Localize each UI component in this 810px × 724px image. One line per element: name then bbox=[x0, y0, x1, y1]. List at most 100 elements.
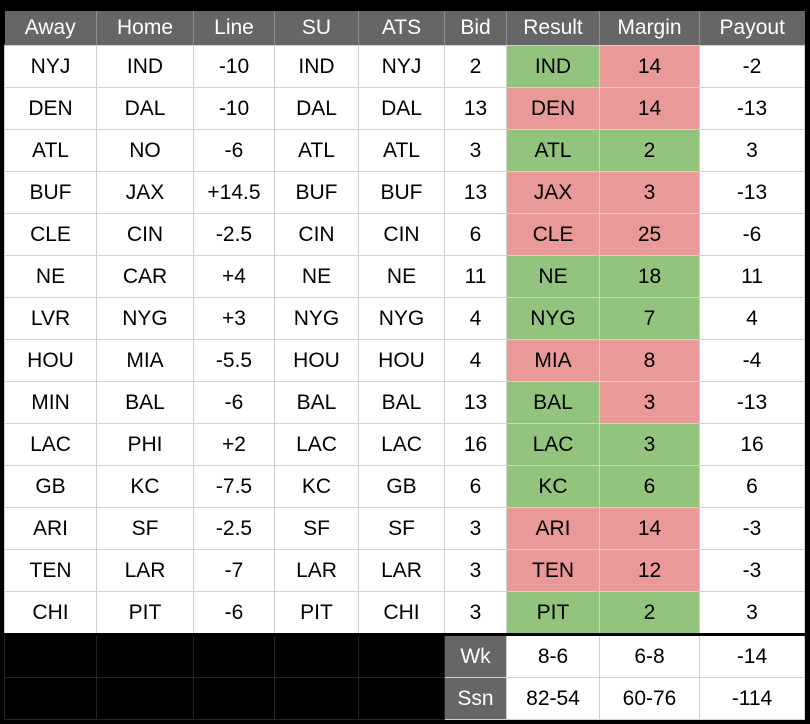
away-cell[interactable]: ARI bbox=[4, 507, 97, 550]
margin-cell[interactable]: 14 bbox=[599, 45, 700, 88]
margin-cell[interactable]: 3 bbox=[599, 381, 700, 424]
empty-cell[interactable] bbox=[4, 677, 97, 720]
line-cell[interactable]: -10 bbox=[193, 45, 275, 88]
week-payout-cell[interactable]: -14 bbox=[699, 633, 805, 678]
bid-cell[interactable]: 11 bbox=[444, 255, 507, 298]
bid-cell[interactable]: 3 bbox=[444, 507, 507, 550]
line-cell[interactable]: -10 bbox=[193, 87, 275, 130]
line-cell[interactable]: -2.5 bbox=[193, 213, 275, 256]
bid-cell[interactable]: 16 bbox=[444, 423, 507, 466]
away-cell[interactable]: BUF bbox=[4, 171, 97, 214]
payout-cell[interactable]: 3 bbox=[699, 591, 805, 635]
result-cell[interactable]: NYG bbox=[506, 297, 600, 340]
ats-cell[interactable]: NE bbox=[358, 255, 445, 298]
away-cell[interactable]: CHI bbox=[4, 591, 97, 635]
week-label-cell[interactable]: Wk bbox=[444, 633, 507, 678]
home-cell[interactable]: PHI bbox=[96, 423, 194, 466]
empty-cell[interactable] bbox=[4, 633, 97, 678]
result-cell[interactable]: PIT bbox=[506, 591, 600, 635]
empty-cell[interactable] bbox=[193, 677, 275, 720]
empty-cell[interactable] bbox=[274, 633, 359, 678]
result-cell[interactable]: ATL bbox=[506, 129, 600, 172]
empty-cell[interactable] bbox=[193, 633, 275, 678]
margin-cell[interactable]: 7 bbox=[599, 297, 700, 340]
ats-cell[interactable]: GB bbox=[358, 465, 445, 508]
line-cell[interactable]: -7 bbox=[193, 549, 275, 592]
home-cell[interactable]: IND bbox=[96, 45, 194, 88]
result-cell[interactable]: NE bbox=[506, 255, 600, 298]
bid-cell[interactable]: 4 bbox=[444, 297, 507, 340]
home-cell[interactable]: KC bbox=[96, 465, 194, 508]
result-cell[interactable]: BAL bbox=[506, 381, 600, 424]
su-cell[interactable]: BUF bbox=[274, 171, 359, 214]
away-cell[interactable]: LVR bbox=[4, 297, 97, 340]
payout-cell[interactable]: -13 bbox=[699, 381, 805, 424]
payout-cell[interactable]: -2 bbox=[699, 45, 805, 88]
margin-cell[interactable]: 25 bbox=[599, 213, 700, 256]
line-cell[interactable]: -5.5 bbox=[193, 339, 275, 382]
payout-cell[interactable]: -13 bbox=[699, 87, 805, 130]
payout-cell[interactable]: -3 bbox=[699, 549, 805, 592]
margin-cell[interactable]: 8 bbox=[599, 339, 700, 382]
empty-cell[interactable] bbox=[96, 633, 194, 678]
column-header-payout[interactable]: Payout bbox=[699, 11, 805, 46]
result-cell[interactable]: CLE bbox=[506, 213, 600, 256]
result-cell[interactable]: TEN bbox=[506, 549, 600, 592]
ats-cell[interactable]: DAL bbox=[358, 87, 445, 130]
ats-cell[interactable]: SF bbox=[358, 507, 445, 550]
su-cell[interactable]: NYG bbox=[274, 297, 359, 340]
away-cell[interactable]: TEN bbox=[4, 549, 97, 592]
payout-cell[interactable]: -3 bbox=[699, 507, 805, 550]
ats-cell[interactable]: NYG bbox=[358, 297, 445, 340]
season-payout-cell[interactable]: -114 bbox=[699, 677, 805, 720]
bid-cell[interactable]: 6 bbox=[444, 213, 507, 256]
payout-cell[interactable]: -13 bbox=[699, 171, 805, 214]
bid-cell[interactable]: 3 bbox=[444, 591, 507, 635]
line-cell[interactable]: +14.5 bbox=[193, 171, 275, 214]
empty-cell[interactable] bbox=[274, 677, 359, 720]
away-cell[interactable]: ATL bbox=[4, 129, 97, 172]
result-cell[interactable]: IND bbox=[506, 45, 600, 88]
empty-cell[interactable] bbox=[358, 677, 445, 720]
bid-cell[interactable]: 13 bbox=[444, 171, 507, 214]
away-cell[interactable]: CLE bbox=[4, 213, 97, 256]
line-cell[interactable]: -6 bbox=[193, 129, 275, 172]
su-cell[interactable]: HOU bbox=[274, 339, 359, 382]
su-cell[interactable]: PIT bbox=[274, 591, 359, 635]
ats-cell[interactable]: CHI bbox=[358, 591, 445, 635]
result-cell[interactable]: ARI bbox=[506, 507, 600, 550]
bid-cell[interactable]: 4 bbox=[444, 339, 507, 382]
result-cell[interactable]: DEN bbox=[506, 87, 600, 130]
su-cell[interactable]: IND bbox=[274, 45, 359, 88]
su-cell[interactable]: KC bbox=[274, 465, 359, 508]
margin-cell[interactable]: 14 bbox=[599, 507, 700, 550]
margin-cell[interactable]: 2 bbox=[599, 129, 700, 172]
empty-cell[interactable] bbox=[96, 677, 194, 720]
away-cell[interactable]: DEN bbox=[4, 87, 97, 130]
margin-cell[interactable]: 12 bbox=[599, 549, 700, 592]
margin-cell[interactable]: 18 bbox=[599, 255, 700, 298]
home-cell[interactable]: PIT bbox=[96, 591, 194, 635]
su-cell[interactable]: ATL bbox=[274, 129, 359, 172]
margin-cell[interactable]: 14 bbox=[599, 87, 700, 130]
ats-cell[interactable]: CIN bbox=[358, 213, 445, 256]
season-ats-record-cell[interactable]: 60-76 bbox=[599, 677, 700, 720]
payout-cell[interactable]: 4 bbox=[699, 297, 805, 340]
ats-cell[interactable]: BUF bbox=[358, 171, 445, 214]
away-cell[interactable]: LAC bbox=[4, 423, 97, 466]
season-label-cell[interactable]: Ssn bbox=[444, 677, 507, 720]
bid-cell[interactable]: 13 bbox=[444, 381, 507, 424]
su-cell[interactable]: SF bbox=[274, 507, 359, 550]
home-cell[interactable]: SF bbox=[96, 507, 194, 550]
column-header-line[interactable]: Line bbox=[193, 11, 275, 46]
away-cell[interactable]: HOU bbox=[4, 339, 97, 382]
payout-cell[interactable]: 16 bbox=[699, 423, 805, 466]
week-su-record-cell[interactable]: 8-6 bbox=[506, 633, 600, 678]
margin-cell[interactable]: 2 bbox=[599, 591, 700, 635]
result-cell[interactable]: KC bbox=[506, 465, 600, 508]
result-cell[interactable]: LAC bbox=[506, 423, 600, 466]
bid-cell[interactable]: 2 bbox=[444, 45, 507, 88]
ats-cell[interactable]: BAL bbox=[358, 381, 445, 424]
line-cell[interactable]: -7.5 bbox=[193, 465, 275, 508]
margin-cell[interactable]: 3 bbox=[599, 423, 700, 466]
